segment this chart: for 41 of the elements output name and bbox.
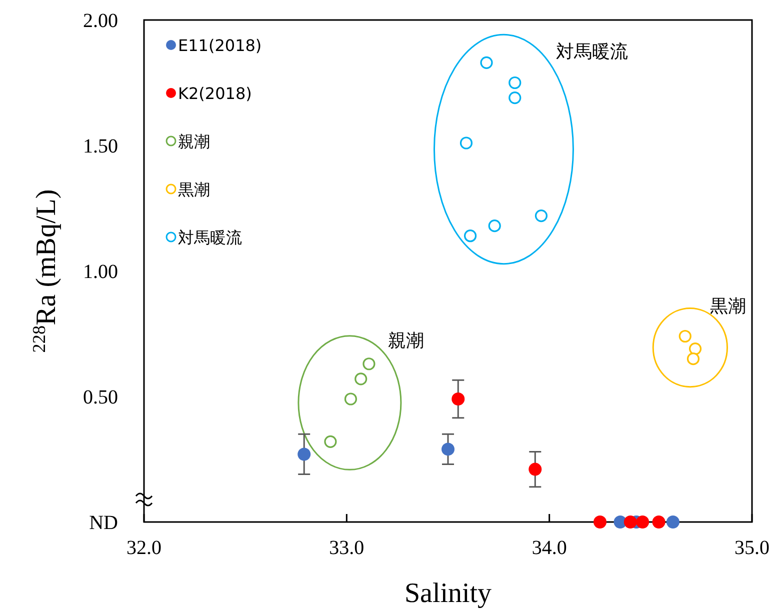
legend-label: K2(2018) (178, 84, 252, 103)
point (480, 56, 493, 69)
point (636, 516, 650, 528)
point (464, 230, 477, 242)
y-tick-label: ND (89, 512, 118, 534)
point (686, 352, 700, 366)
point (362, 358, 376, 370)
point (688, 342, 702, 356)
legend-label: 親潮 (178, 132, 210, 151)
point (508, 76, 522, 90)
point (652, 516, 666, 528)
point (678, 330, 692, 343)
legend-label: E11(2018) (178, 36, 262, 55)
x-axis-title: Salinity (404, 578, 492, 609)
point (666, 516, 680, 528)
x-tick-label: 35.0 (734, 537, 770, 559)
point (534, 209, 548, 222)
point (324, 435, 337, 448)
legend-label: 対馬暖流 (178, 228, 242, 247)
point (442, 442, 454, 456)
x-tick-label: 32.0 (126, 537, 162, 559)
point (624, 516, 637, 528)
y-tick-label: 2.00 (83, 10, 118, 32)
y-tick-label: 0.50 (83, 386, 118, 408)
y-tick-label: 1.50 (83, 136, 118, 158)
point (488, 220, 501, 232)
x-tick-label: 34.0 (532, 537, 567, 559)
annotation: 対馬暖流 (556, 41, 628, 62)
point (298, 448, 311, 461)
annotation: 親潮 (388, 330, 424, 352)
point (508, 92, 522, 104)
x-tick-label: 33.0 (329, 537, 364, 559)
point (460, 136, 473, 150)
point (528, 462, 542, 476)
annotation: 黒潮 (710, 296, 746, 318)
point (594, 516, 606, 528)
point (452, 392, 465, 406)
legend-label: 黒潮 (178, 180, 210, 199)
point (344, 392, 358, 406)
point (354, 372, 368, 386)
y-tick-label: 1.00 (83, 261, 118, 283)
